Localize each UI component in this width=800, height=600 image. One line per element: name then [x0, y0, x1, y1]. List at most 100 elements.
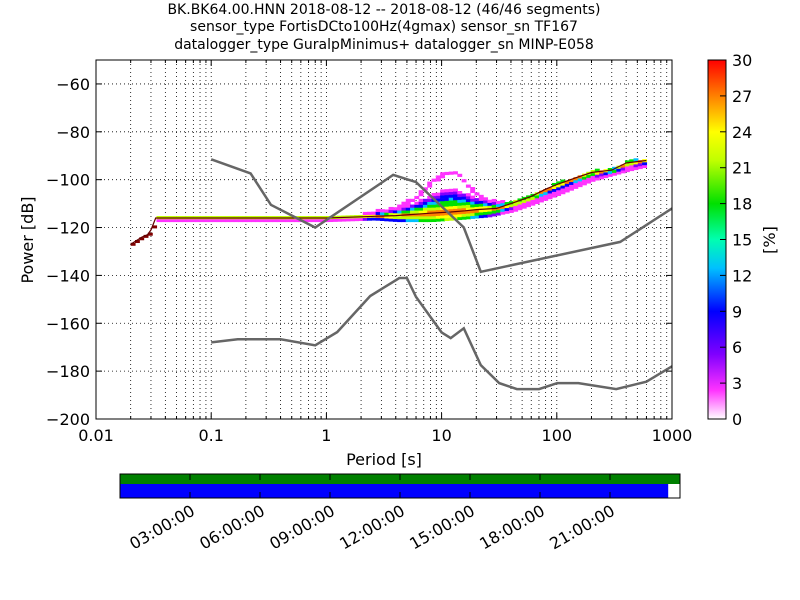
psd-cell — [612, 172, 617, 176]
psd-cell — [410, 204, 415, 208]
psd-cell — [504, 207, 510, 211]
psd-cell — [444, 200, 450, 204]
psd-cell — [384, 212, 390, 216]
psd-cell — [547, 193, 553, 197]
y-tick-label: −200 — [46, 410, 90, 429]
psd-cell — [487, 202, 493, 206]
psd-cell — [629, 159, 635, 163]
y-tick-label: −100 — [46, 171, 90, 190]
psd-cell — [427, 181, 433, 185]
psd-cell — [465, 216, 471, 220]
psd-cell — [410, 198, 415, 202]
psd-cell — [457, 202, 463, 206]
psd-cell — [461, 199, 467, 203]
psd-cell — [440, 209, 446, 213]
psd-cell — [427, 204, 433, 208]
psd-cell — [186, 218, 192, 223]
psd-cell — [478, 212, 484, 216]
psd-cell — [367, 217, 372, 221]
psd-cell — [478, 203, 484, 207]
psd-cell — [483, 214, 489, 218]
psd-cell — [547, 190, 553, 194]
psd-cell — [294, 218, 299, 223]
psd-cell — [440, 212, 446, 216]
psd-cell — [465, 196, 471, 200]
psd-cell — [319, 218, 325, 223]
psd-cell — [629, 167, 635, 172]
psd-cell — [349, 218, 355, 222]
psd-cell — [573, 177, 579, 181]
psd-cell — [405, 210, 411, 214]
psd-cell — [624, 166, 630, 170]
psd-cell — [345, 218, 351, 222]
colorbar-tick-label: 3 — [732, 374, 742, 393]
psd-cell — [599, 170, 605, 174]
psd-cell — [534, 197, 540, 202]
timeline-tick-label: 21:00:00 — [546, 501, 618, 553]
psd-cell — [560, 188, 566, 192]
psd-cell — [212, 218, 218, 223]
psd-cell — [483, 200, 489, 204]
psd-cell — [633, 161, 639, 165]
psd-cell — [414, 218, 420, 223]
psd-cell — [543, 194, 549, 198]
psd-cell — [470, 212, 476, 217]
psd-heatmap — [130, 158, 648, 246]
psd-mode-cell — [134, 240, 140, 244]
psd-cell — [624, 168, 630, 173]
psd-cell — [431, 207, 437, 211]
psd-cell — [410, 216, 415, 220]
psd-cell — [431, 195, 437, 200]
psd-cell — [379, 209, 385, 213]
psd-cell — [478, 209, 484, 213]
psd-cell — [530, 199, 536, 203]
psd-cell — [508, 209, 514, 213]
psd-cell — [487, 208, 493, 212]
psd-cell — [401, 210, 407, 214]
psd-cell — [448, 200, 454, 204]
psd-cell — [642, 164, 648, 169]
psd-cell — [379, 217, 385, 221]
chart-title-line-3: datalogger_type GuralpMinimus+ datalogge… — [174, 37, 594, 53]
psd-cell — [371, 211, 377, 215]
psd-cell — [225, 218, 231, 223]
psd-mode-cell — [143, 234, 149, 238]
chart-title-line-2: sensor_type FortisDCto100Hz(4gmax) senso… — [190, 19, 578, 35]
psd-cell — [637, 163, 643, 167]
psd-cell — [491, 201, 497, 205]
psd-cell — [457, 196, 463, 200]
psd-cell — [487, 214, 493, 218]
psd-cell — [418, 216, 424, 220]
psd-cell — [470, 198, 476, 202]
psd-cell — [182, 218, 188, 223]
psd-cell — [543, 189, 549, 193]
psd-cell — [551, 191, 557, 195]
timeline-tick-label: 09:00:00 — [266, 501, 338, 553]
psd-mode-cell — [152, 225, 158, 229]
colorbar-tick-label: 27 — [732, 87, 752, 106]
psd-cell — [500, 202, 506, 207]
psd-cell — [461, 216, 467, 220]
timeline-tick-label: 12:00:00 — [336, 501, 408, 553]
colorbar-tick-label: 12 — [732, 266, 752, 285]
psd-cell — [453, 211, 458, 215]
colorbar-tick-label: 18 — [732, 195, 752, 214]
psd-cell — [336, 218, 342, 222]
psd-cell — [478, 197, 484, 201]
psd-cell — [427, 218, 433, 223]
psd-cell — [392, 215, 398, 220]
psd-cell — [435, 215, 441, 219]
psd-cell — [246, 218, 252, 223]
psd-cell — [410, 218, 415, 223]
psd-cell — [465, 198, 471, 203]
colorbar-tick-label: 6 — [732, 338, 742, 357]
psd-mode-cell — [130, 242, 136, 246]
psd-cell — [367, 211, 372, 215]
psd-cell — [177, 218, 183, 223]
psd-cell — [418, 207, 424, 211]
psd-cell — [560, 191, 566, 195]
psd-cell — [444, 217, 450, 222]
timeline: 03:00:0006:00:0009:00:0012:00:0015:00:00… — [119, 473, 681, 553]
psd-cell — [440, 200, 446, 205]
psd-cell — [375, 211, 381, 215]
